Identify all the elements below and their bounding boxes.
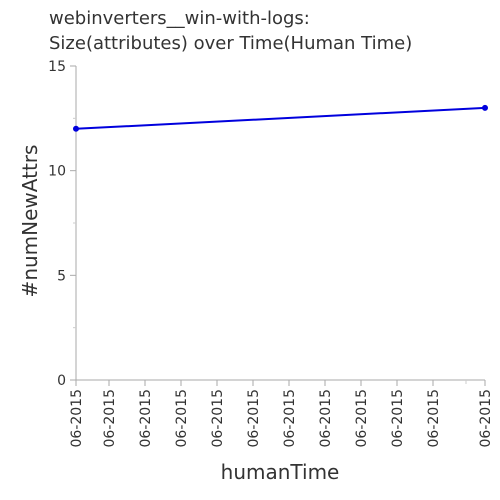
data-point [482,104,488,111]
y-tick-label: 10 [48,164,66,180]
y-axis-label: #numNewAttrs [18,144,42,298]
series-line [75,106,486,130]
y-tick-label: 5 [57,268,66,284]
chart-title-line-2: Size(attributes) over Time(Human Time) [49,33,413,54]
x-tick-label: 06-2015 [138,389,154,448]
x-tick-label: 06-2015 [390,389,406,448]
x-tick-label: 06-2015 [69,389,85,448]
x-tick-label: 06-2015 [354,389,370,448]
x-tick-label: 06-2015 [102,389,118,448]
x-tick-label: 06-2015 [318,389,334,448]
x-tick-label: 06-2015 [210,389,226,448]
x-tick-label: 06-2015 [282,389,298,448]
x-tick-label: 06-2015 [478,389,494,448]
x-tick-label: 06-2015 [174,389,190,448]
x-tick-label: 06-2015 [246,389,262,448]
y-tick-label: 15 [48,59,66,75]
x-tick-label: 06-2015 [426,389,442,448]
y-tick-label: 0 [57,373,66,389]
chart-title-line-1: webinverters__win-with-logs: [49,8,310,29]
x-axis-label: humanTime [220,460,340,484]
data-point [73,125,79,132]
